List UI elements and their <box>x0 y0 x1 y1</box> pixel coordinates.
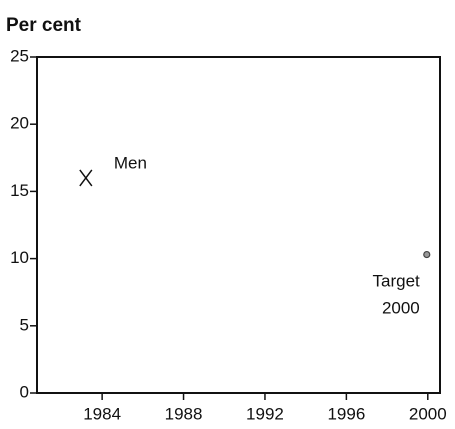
x-tick-label: 1988 <box>165 404 203 423</box>
point-label: Men <box>114 153 147 172</box>
x-tick-label: 2000 <box>409 404 447 423</box>
x-tick-label: 1996 <box>327 404 365 423</box>
plot-frame <box>36 56 441 394</box>
y-tick-label: 15 <box>10 181 29 200</box>
y-axis-label: Per cent <box>6 15 82 36</box>
point <box>423 250 431 259</box>
x-tick-label: 1984 <box>83 404 121 423</box>
y-tick-label: 0 <box>20 382 29 401</box>
point-label: Target 2000 <box>373 272 421 318</box>
y-tick-label: 10 <box>10 248 29 267</box>
y-tick-label: 25 <box>10 46 29 65</box>
point <box>79 169 93 187</box>
y-tick-label: 20 <box>10 114 29 133</box>
x-tick-label: 1992 <box>246 404 284 423</box>
y-tick-label: 5 <box>20 315 29 334</box>
